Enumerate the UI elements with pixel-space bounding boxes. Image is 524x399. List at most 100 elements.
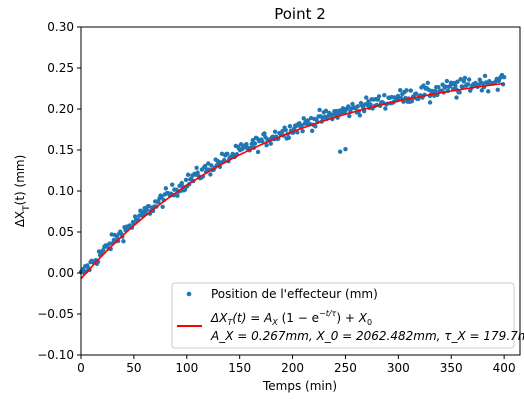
data-point [309, 128, 315, 134]
data-point [458, 76, 463, 82]
data-point [343, 146, 348, 152]
data-point [159, 194, 164, 200]
data-point [163, 186, 169, 191]
fit-curve [80, 82, 505, 280]
x-tick-label: 250 [334, 361, 357, 375]
data-point [250, 137, 255, 143]
y-tick-label: −0.05 [37, 307, 74, 321]
data-point [398, 88, 403, 93]
chart-title: Point 2 [274, 5, 326, 23]
data-point [244, 142, 249, 147]
x-axis-ticks: 0 50 100 150 200 250 300 350 400 [77, 355, 516, 375]
y-axis-ticks: −0.10 −0.05 0.00 0.05 0.10 0.15 0.20 0.25 0.30 [37, 20, 81, 362]
data-point [182, 187, 188, 192]
data-point [347, 113, 352, 119]
legend-box [171, 282, 515, 349]
x-tick-label: 50 [126, 361, 141, 375]
data-point [444, 78, 450, 84]
data-point [114, 234, 120, 240]
data-point [252, 141, 258, 146]
data-point [433, 88, 438, 94]
y-tick-label: 0.10 [47, 184, 74, 198]
data-point [225, 151, 230, 157]
data-point [209, 163, 214, 168]
legend-label-fit-line1: ΔXT(t) = AX (1 − e−t/τ) + X0 [210, 309, 372, 327]
data-point [221, 158, 227, 163]
data-point [183, 177, 189, 182]
data-point [443, 84, 449, 89]
data-point [389, 94, 394, 100]
data-point [238, 142, 244, 147]
data-point [137, 213, 142, 218]
data-point [202, 163, 208, 169]
data-point [107, 241, 112, 246]
data-point [425, 80, 430, 86]
data-point [495, 87, 500, 93]
data-point [323, 108, 329, 113]
x-tick-label: 350 [440, 361, 463, 375]
data-point [305, 118, 311, 123]
data-point [272, 129, 278, 134]
data-point [260, 139, 265, 144]
data-point [436, 85, 441, 90]
data-point [382, 93, 387, 98]
plot-area [78, 72, 507, 280]
data-point [457, 90, 462, 95]
data-point [461, 79, 467, 84]
data-point [399, 96, 404, 101]
data-point [283, 127, 288, 133]
data-point [194, 165, 199, 170]
data-point [427, 100, 433, 105]
data-point [295, 130, 300, 135]
legend: Position de l'effecteur (mm) ΔXT(t) = AX… [171, 282, 524, 349]
y-tick-label: 0.00 [47, 266, 74, 280]
data-point [482, 73, 488, 79]
data-point [364, 95, 369, 100]
data-point [479, 88, 485, 93]
y-tick-label: 0.25 [47, 61, 74, 75]
data-point [287, 124, 293, 129]
data-point [486, 89, 491, 94]
data-point [208, 172, 213, 177]
y-tick-label: 0.05 [47, 225, 74, 239]
data-point [366, 99, 371, 104]
data-point [299, 123, 304, 128]
y-tick-label: 0.15 [47, 143, 74, 157]
data-point [337, 149, 343, 154]
data-point [404, 88, 409, 93]
data-point [170, 182, 175, 187]
data-point [455, 79, 460, 84]
data-point [355, 104, 360, 109]
data-point [313, 124, 318, 129]
data-point [317, 107, 322, 113]
x-tick-label: 150 [228, 361, 251, 375]
data-point [465, 82, 471, 87]
x-tick-label: 400 [493, 361, 516, 375]
data-point [156, 199, 161, 205]
data-point [466, 77, 472, 82]
data-point [160, 204, 165, 209]
data-point [350, 101, 355, 107]
x-axis-label: Temps (min) [262, 379, 337, 393]
data-point [121, 239, 126, 244]
legend-label-fit-line2: A_X = 0.267mm, X_0 = 2062.482mm, τ_X = 1… [210, 329, 524, 343]
data-point [501, 74, 507, 80]
data-point [206, 161, 211, 166]
data-point [357, 113, 363, 118]
data-point [462, 75, 468, 81]
x-tick-label: 200 [281, 361, 304, 375]
data-point [408, 88, 414, 93]
data-point [264, 143, 269, 148]
data-point [185, 172, 191, 177]
data-point [175, 193, 180, 198]
x-tick-label: 0 [77, 361, 85, 375]
y-tick-label: 0.30 [47, 20, 74, 34]
data-point [249, 141, 254, 147]
data-point [179, 180, 184, 186]
y-tick-label: −0.10 [37, 348, 74, 362]
data-point [262, 131, 267, 136]
data-point [144, 207, 149, 213]
data-point [195, 170, 200, 175]
legend-label-scatter: Position de l'effecteur (mm) [211, 287, 378, 301]
